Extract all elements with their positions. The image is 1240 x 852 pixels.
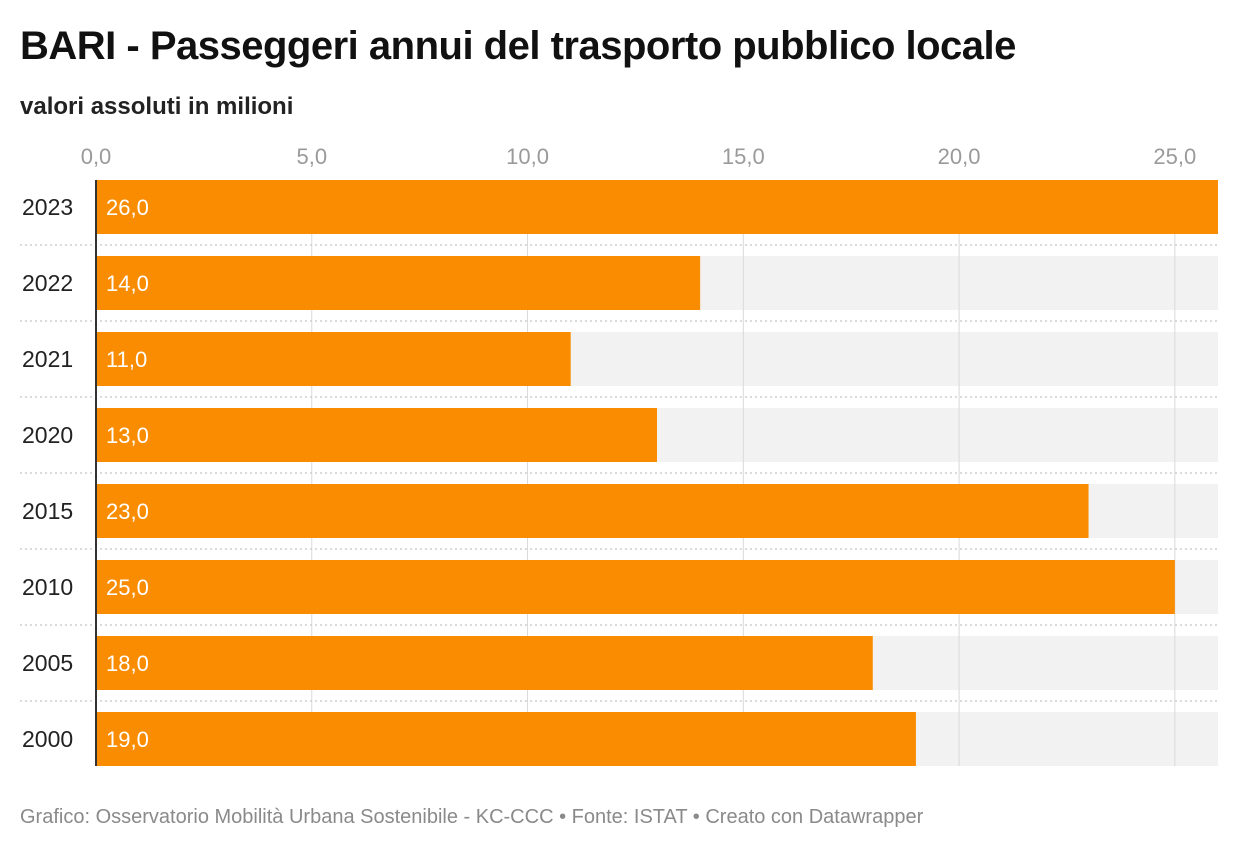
chart-title: BARI - Passeggeri annui del trasporto pu…: [20, 24, 1016, 68]
category-label: 2015: [22, 498, 73, 524]
bar-value-label: 13,0: [106, 423, 149, 448]
category-label: 2021: [22, 346, 73, 372]
x-tick-label: 15,0: [722, 144, 765, 169]
bar: [96, 256, 701, 310]
bar-value-label: 18,0: [106, 651, 149, 676]
bar: [96, 712, 916, 766]
bar: [96, 560, 1175, 614]
bar: [96, 636, 873, 690]
bar-value-label: 23,0: [106, 499, 149, 524]
bar-value-label: 25,0: [106, 575, 149, 600]
bar: [96, 332, 571, 386]
bar: [96, 408, 657, 462]
x-tick-label: 20,0: [938, 144, 981, 169]
category-label: 2000: [22, 726, 73, 752]
bar-value-label: 11,0: [106, 347, 147, 372]
bar-value-label: 19,0: [106, 727, 149, 752]
x-tick-label: 10,0: [506, 144, 549, 169]
category-label: 2023: [22, 194, 73, 220]
x-tick-label: 0,0: [81, 144, 112, 169]
bar: [96, 180, 1218, 234]
category-label: 2022: [22, 270, 73, 296]
bar: [96, 484, 1089, 538]
bar-value-label: 14,0: [106, 271, 149, 296]
chart-subtitle: valori assoluti in milioni: [20, 93, 294, 120]
category-label: 2020: [22, 422, 73, 448]
x-tick-label: 25,0: [1153, 144, 1196, 169]
category-label: 2010: [22, 574, 73, 600]
x-tick-label: 5,0: [296, 144, 327, 169]
chart-footer-credit: Grafico: Osservatorio Mobilità Urbana So…: [20, 806, 924, 828]
bar-value-label: 26,0: [106, 195, 149, 220]
category-label: 2005: [22, 650, 73, 676]
